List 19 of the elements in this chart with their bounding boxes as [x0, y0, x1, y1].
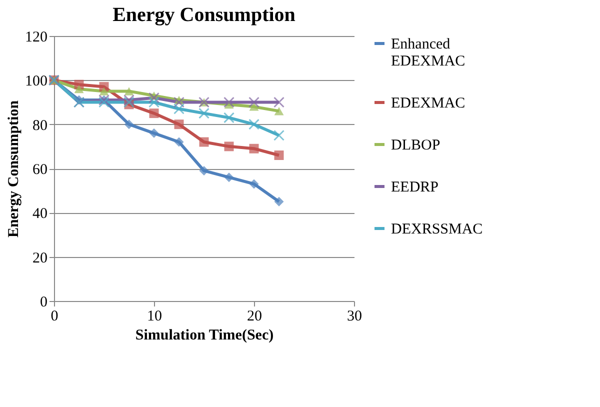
legend-label: DEXRSSMAC: [391, 222, 483, 238]
y-tick-label: 100: [25, 74, 48, 90]
y-tick-label: 60: [32, 162, 48, 178]
chart-title: Energy Consumption: [112, 4, 296, 26]
y-tick-label: 0: [40, 294, 48, 310]
x-tick-label: 0: [50, 308, 58, 324]
x-axis-title: Simulation Time(Sec): [135, 328, 274, 344]
y-tick-label: 80: [32, 118, 48, 134]
y-tick-label: 20: [32, 250, 48, 266]
legend-label: Enhanced EDEXMAC: [391, 36, 466, 70]
x-tick-label: 10: [147, 308, 162, 324]
legend-label: EEDRP: [391, 180, 439, 196]
y-axis-title: Energy Consumption: [6, 100, 22, 238]
y-tick-label: 120: [25, 30, 48, 46]
legend-label: DLBOP: [391, 138, 440, 154]
y-tick-label: 40: [32, 206, 48, 222]
legend-label: EDEXMAC: [391, 96, 466, 112]
x-tick-label: 30: [347, 308, 362, 324]
x-tick-label: 20: [247, 308, 262, 324]
